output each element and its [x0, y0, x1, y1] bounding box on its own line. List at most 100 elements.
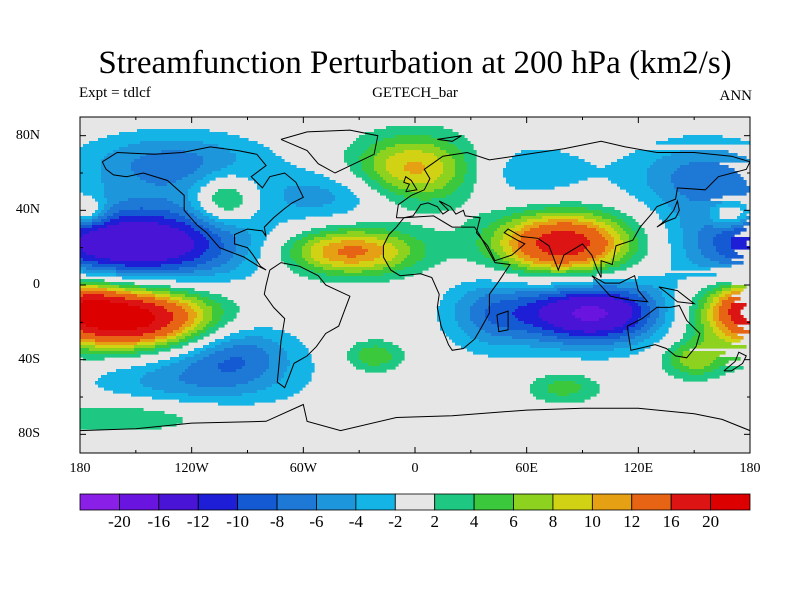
contour-cell	[569, 333, 609, 337]
contour-cell	[458, 186, 474, 190]
contour-cell	[206, 237, 222, 241]
contour-cell	[521, 216, 543, 220]
contour-cell	[680, 339, 690, 343]
contour-cell	[671, 357, 681, 361]
contour-cell	[233, 345, 258, 349]
contour-cell	[347, 351, 360, 355]
contour-cell	[692, 297, 702, 301]
contour-cell	[320, 240, 342, 244]
contour-cell	[605, 237, 615, 241]
contour-cell	[704, 303, 711, 307]
contour-cell	[101, 177, 141, 181]
contour-cell	[659, 315, 666, 319]
contour-cell	[146, 288, 171, 292]
contour-cell	[200, 210, 207, 214]
colorbar-label: 2	[430, 512, 439, 531]
contour-cell	[680, 360, 714, 364]
contour-cell	[164, 306, 183, 310]
contour-cell	[530, 228, 597, 232]
contour-cell	[671, 174, 741, 178]
contour-cell	[80, 306, 141, 310]
contour-cell	[236, 159, 285, 163]
contour-cell	[638, 237, 648, 241]
contour-cell	[470, 309, 486, 313]
contour-cell	[203, 177, 216, 181]
contour-cell	[146, 153, 198, 157]
contour-cell	[701, 318, 708, 322]
contour-cell	[623, 240, 630, 244]
contour-cell	[260, 195, 285, 199]
contour-cell	[80, 189, 105, 193]
contour-cell	[218, 255, 234, 259]
contour-cell	[95, 210, 102, 214]
contour-cell	[80, 228, 99, 232]
contour-cell	[731, 243, 747, 247]
contour-cell	[95, 198, 108, 202]
contour-cell	[539, 237, 588, 241]
contour-cell	[524, 210, 603, 214]
contour-cell	[458, 321, 474, 325]
contour-cell	[188, 189, 201, 193]
contour-cell	[80, 279, 105, 283]
contour-cell	[398, 177, 438, 181]
contour-cell	[263, 336, 297, 340]
contour-cell	[455, 309, 471, 313]
contour-cell	[194, 258, 213, 262]
contour-cell	[281, 249, 291, 253]
contour-cell	[713, 318, 720, 322]
contour-cell	[98, 213, 105, 217]
contour-cell	[158, 222, 186, 226]
contour-cell	[344, 150, 366, 154]
contour-cell	[557, 300, 624, 304]
contour-cell	[653, 285, 678, 289]
contour-cell	[719, 327, 729, 331]
contour-cell	[167, 198, 189, 202]
contour-cell	[491, 237, 504, 241]
contour-cell	[650, 294, 663, 298]
contour-cell	[350, 168, 363, 172]
contour-cell	[80, 150, 114, 154]
contour-cell	[212, 309, 225, 313]
contour-cell	[668, 309, 675, 313]
contour-cell	[689, 321, 696, 325]
contour-cell	[665, 222, 681, 226]
contour-cell	[701, 342, 732, 346]
contour-cell	[80, 330, 84, 334]
contour-cell	[407, 255, 426, 259]
contour-cell	[212, 267, 237, 271]
contour-cell	[395, 135, 432, 139]
contour-cell	[683, 243, 699, 247]
contour-cell	[659, 327, 669, 331]
contour-cell	[371, 177, 384, 181]
contour-cell	[218, 321, 228, 325]
contour-cell	[137, 294, 156, 298]
contour-cell	[191, 225, 204, 229]
contour-cell	[695, 294, 705, 298]
contour-cell	[512, 156, 579, 160]
contour-cell	[197, 384, 237, 388]
contour-cell	[92, 222, 105, 226]
contour-cell	[155, 336, 168, 340]
contour-cell	[188, 291, 210, 295]
contour-cell	[167, 339, 180, 343]
contour-cell	[695, 312, 702, 316]
contour-cell	[467, 165, 477, 169]
contour-cell	[209, 246, 225, 250]
contour-cell	[656, 321, 666, 325]
contour-cell	[443, 162, 456, 166]
contour-cell	[614, 255, 624, 259]
experiment-label: Expt = tdlcf	[79, 85, 151, 101]
contour-cell	[536, 300, 558, 304]
contour-cell	[359, 357, 393, 361]
contour-cell	[548, 297, 570, 301]
contour-cell	[242, 393, 294, 397]
contour-cell	[518, 255, 531, 259]
contour-cell	[113, 390, 165, 394]
contour-cell	[383, 249, 399, 253]
contour-cell	[635, 324, 645, 328]
contour-cell	[80, 303, 129, 307]
colorbar	[79, 493, 751, 511]
contour-cell	[197, 264, 222, 268]
contour-cell	[188, 195, 198, 199]
contour-cell	[545, 399, 585, 403]
